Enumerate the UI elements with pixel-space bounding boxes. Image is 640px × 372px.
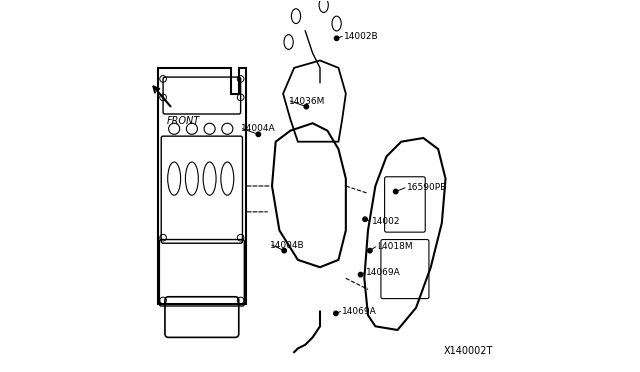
Text: FRONT: FRONT (167, 116, 200, 126)
Circle shape (363, 217, 367, 221)
Circle shape (394, 189, 398, 194)
Text: 14069A: 14069A (366, 268, 401, 277)
Circle shape (256, 132, 260, 137)
Circle shape (304, 105, 308, 109)
Text: 16590PB: 16590PB (407, 183, 447, 192)
Text: 14036M: 14036M (289, 97, 325, 106)
Circle shape (367, 248, 372, 253)
Circle shape (334, 36, 339, 41)
Circle shape (282, 248, 287, 253)
Text: X140002T: X140002T (444, 346, 493, 356)
Text: 14004B: 14004B (270, 241, 305, 250)
Text: 14004A: 14004A (241, 124, 275, 133)
Text: 14002B: 14002B (344, 32, 379, 41)
Text: L4018M: L4018M (377, 243, 413, 251)
Circle shape (333, 311, 338, 315)
Text: 14069A: 14069A (342, 307, 377, 316)
Circle shape (358, 272, 363, 277)
Text: 14002: 14002 (372, 217, 400, 225)
